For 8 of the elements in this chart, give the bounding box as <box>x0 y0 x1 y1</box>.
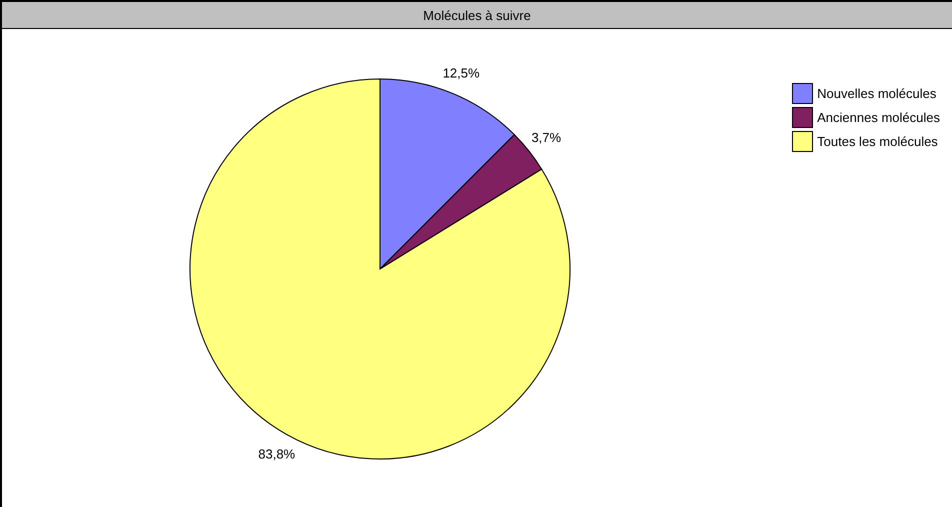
pie-slice <box>190 78 570 460</box>
legend-label: Nouvelles molécules <box>817 86 936 100</box>
legend-label: Toutes les molécules <box>817 134 938 148</box>
data-label: 3,7% <box>531 130 562 145</box>
chart-title: Molécules à suivre <box>2 2 952 29</box>
legend-label: Anciennes molécules <box>817 110 940 124</box>
data-label: 83,8% <box>258 446 296 462</box>
data-label: 12,5% <box>442 66 480 81</box>
